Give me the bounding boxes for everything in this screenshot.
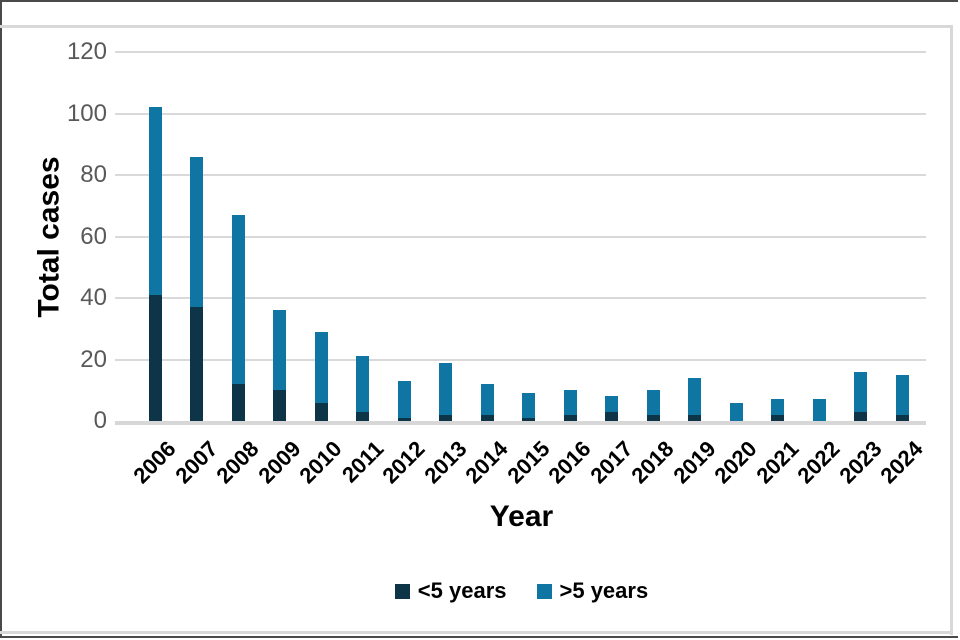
y-tick-label-120: 120 (66, 38, 107, 65)
gridline-40 (115, 297, 926, 299)
bar-2012-gt5 (397, 381, 411, 418)
bar-2006-gt5 (148, 107, 162, 295)
y-tick-label-80: 80 (80, 161, 107, 188)
legend-item-gt5: >5 years (536, 578, 649, 604)
bar-2014-gt5 (480, 384, 494, 415)
bar-2008-gt5 (231, 214, 245, 385)
bar-2010-lt5 (314, 402, 328, 421)
bar-2007-lt5 (190, 307, 203, 421)
bar-2019-gt5 (688, 377, 701, 415)
gridline-0 (115, 421, 926, 425)
bar-2021-gt5 (771, 399, 784, 415)
y-tick-label-20: 20 (80, 345, 107, 373)
bar-2013-lt5 (439, 414, 452, 421)
bar-2019-lt5 (688, 414, 701, 421)
legend-swatch-lt5-icon (394, 583, 410, 599)
bar-2022-gt5 (812, 399, 826, 421)
bar-2014-lt5 (480, 414, 494, 421)
gridline-80 (115, 174, 926, 176)
bar-2021-lt5 (771, 414, 784, 421)
bar-2017-lt5 (605, 411, 618, 421)
chart-frame-right (950, 25, 953, 635)
legend: <5 years >5 years (115, 578, 928, 604)
y-axis-title-text: Total cases (33, 155, 67, 318)
legend-label-gt5: >5 years (559, 578, 649, 603)
bar-2016-lt5 (563, 414, 577, 421)
bar-2018-gt5 (646, 390, 660, 415)
bar-2010-gt5 (314, 331, 328, 403)
y-tick-label-0: 0 (93, 407, 107, 434)
x-tick-label-2024: 2024 (875, 436, 928, 489)
bar-2016-gt5 (563, 390, 577, 415)
bar-2018-lt5 (646, 414, 660, 421)
y-tick-label-60: 60 (80, 222, 107, 250)
bar-2015-gt5 (522, 393, 535, 418)
gridline-20 (115, 358, 926, 361)
gridline-120 (115, 51, 926, 53)
chart-frame-bottom (0, 631, 953, 634)
legend-label-lt5: <5 years (417, 578, 507, 603)
bar-2012-lt5 (397, 417, 411, 421)
bar-2023-lt5 (854, 411, 867, 421)
bar-2017-gt5 (605, 396, 618, 412)
y-tick-label-40: 40 (80, 284, 107, 311)
figure-top-border (0, 0, 958, 2)
y-axis-title: Total cases (24, 52, 76, 421)
bar-2009-gt5 (273, 310, 286, 391)
bar-2023-gt5 (854, 371, 867, 412)
bar-2020-gt5 (729, 402, 743, 421)
bar-2009-lt5 (273, 390, 286, 421)
bar-2011-gt5 (356, 356, 369, 412)
gridline-60 (115, 235, 926, 238)
bar-2015-lt5 (522, 417, 535, 421)
legend-swatch-gt5-icon (536, 583, 552, 599)
bar-2006-lt5 (148, 294, 162, 421)
x-axis-title: Year (489, 500, 554, 533)
bar-2024-gt5 (895, 374, 909, 415)
bar-2007-gt5 (190, 156, 203, 308)
figure-left-border (0, 0, 2, 638)
y-tick-label-100: 100 (66, 99, 107, 127)
chart-frame-top (0, 25, 953, 28)
bar-2011-lt5 (356, 411, 369, 421)
bar-2008-lt5 (231, 384, 245, 421)
figure-bottom-border (0, 636, 958, 638)
bar-2024-lt5 (895, 414, 909, 421)
bar-2013-gt5 (439, 362, 452, 415)
legend-item-lt5: <5 years (394, 578, 507, 604)
gridline-100 (115, 112, 926, 115)
